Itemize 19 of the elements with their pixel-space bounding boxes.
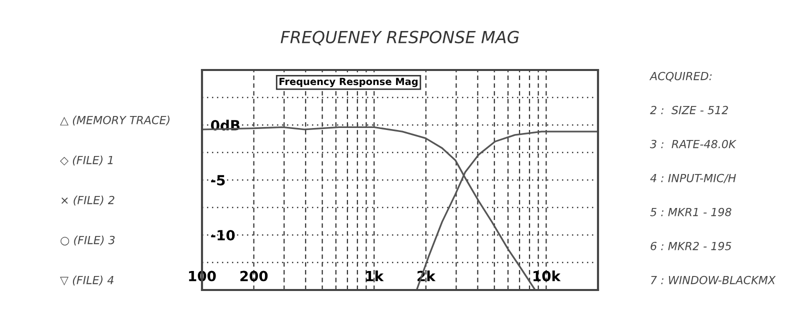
- text: 3 : RATE-48.0K: [650, 140, 737, 148]
- y-tick-label: -10: [211, 230, 235, 240]
- text: 4 : INPUT-MIC/H: [650, 174, 736, 184]
- annotation: Frequency Response Mag: [280, 78, 418, 88]
- y-tick-label: -5: [211, 175, 225, 186]
- text: ◇ (FILE) 1: [60, 156, 113, 166]
- text: ○ (FILE) 3: [60, 236, 115, 246]
- x-tick-label: 10k: [533, 270, 561, 282]
- text: ▽ (FILE) 4: [60, 276, 114, 286]
- x-tick-label: 200: [240, 270, 268, 282]
- text: ACQUIRED:: [649, 72, 712, 82]
- text: △ (MEMORY TRACE): [60, 116, 170, 126]
- x-tick-label: 1k: [366, 270, 384, 282]
- text: 5 : MKR1 - 198: [650, 208, 732, 216]
- text: × (FILE) 2: [62, 196, 114, 206]
- text: 2 : SIZE - 512: [650, 106, 728, 114]
- chart-title: FREQUENEY RESPONSE MAG: [280, 30, 519, 46]
- text: 7 : WINDOW-BLACKMX: [651, 276, 776, 284]
- text: 6 : MKR2 - 195: [650, 242, 732, 250]
